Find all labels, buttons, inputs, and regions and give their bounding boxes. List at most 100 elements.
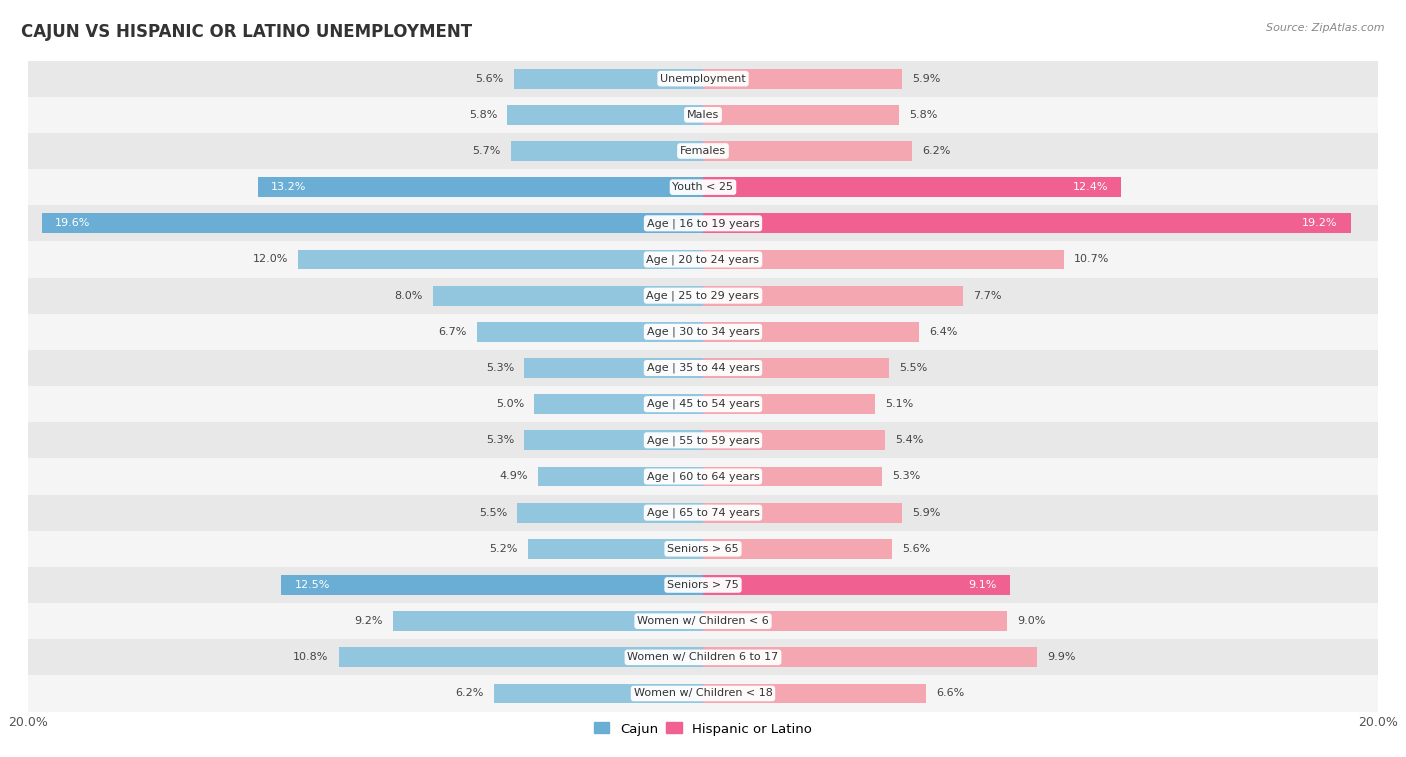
Bar [515, 69, 703, 89]
Text: 6.4%: 6.4% [929, 327, 957, 337]
Bar [28, 133, 1378, 169]
Bar [28, 567, 1378, 603]
Bar [703, 431, 886, 450]
Bar [524, 431, 703, 450]
Bar [28, 603, 1378, 639]
Bar [703, 250, 1064, 269]
Bar [703, 466, 882, 487]
Bar [703, 105, 898, 125]
Bar [28, 386, 1378, 422]
Bar [703, 285, 963, 306]
Text: 5.9%: 5.9% [912, 73, 941, 83]
Text: 9.9%: 9.9% [1047, 653, 1076, 662]
Text: 9.2%: 9.2% [354, 616, 382, 626]
Text: 5.5%: 5.5% [898, 363, 927, 373]
Text: 12.5%: 12.5% [295, 580, 330, 590]
Text: 5.3%: 5.3% [486, 363, 515, 373]
Bar [28, 61, 1378, 97]
Bar [703, 647, 1038, 667]
Bar [534, 394, 703, 414]
Bar [703, 539, 891, 559]
Bar [392, 611, 703, 631]
Text: 5.7%: 5.7% [472, 146, 501, 156]
Text: 5.1%: 5.1% [886, 399, 914, 409]
Text: 5.5%: 5.5% [479, 508, 508, 518]
Text: 5.8%: 5.8% [468, 110, 498, 120]
Text: Seniors > 75: Seniors > 75 [666, 580, 740, 590]
Bar [28, 639, 1378, 675]
Text: Age | 35 to 44 years: Age | 35 to 44 years [647, 363, 759, 373]
Bar [703, 394, 875, 414]
Bar [703, 503, 903, 522]
Text: 8.0%: 8.0% [395, 291, 423, 301]
Text: 9.0%: 9.0% [1017, 616, 1045, 626]
Bar [28, 459, 1378, 494]
Bar [42, 213, 703, 233]
Bar [28, 494, 1378, 531]
Text: 6.7%: 6.7% [439, 327, 467, 337]
Bar [703, 141, 912, 161]
Text: Age | 65 to 74 years: Age | 65 to 74 years [647, 507, 759, 518]
Text: 19.2%: 19.2% [1302, 218, 1337, 229]
Bar [527, 539, 703, 559]
Text: Age | 16 to 19 years: Age | 16 to 19 years [647, 218, 759, 229]
Bar [298, 250, 703, 269]
Bar [703, 611, 1007, 631]
Bar [28, 278, 1378, 313]
Text: Age | 55 to 59 years: Age | 55 to 59 years [647, 435, 759, 446]
Legend: Cajun, Hispanic or Latino: Cajun, Hispanic or Latino [588, 717, 818, 741]
Bar [28, 241, 1378, 278]
Bar [703, 575, 1010, 595]
Bar [28, 531, 1378, 567]
Bar [339, 647, 703, 667]
Text: Women w/ Children < 18: Women w/ Children < 18 [634, 689, 772, 699]
Bar [508, 105, 703, 125]
Text: 6.6%: 6.6% [936, 689, 965, 699]
Text: Age | 20 to 24 years: Age | 20 to 24 years [647, 254, 759, 265]
Text: Males: Males [688, 110, 718, 120]
Text: 5.6%: 5.6% [903, 544, 931, 554]
Text: Source: ZipAtlas.com: Source: ZipAtlas.com [1267, 23, 1385, 33]
Bar [477, 322, 703, 341]
Text: 5.6%: 5.6% [475, 73, 503, 83]
Bar [703, 358, 889, 378]
Text: 12.0%: 12.0% [253, 254, 288, 264]
Text: 5.9%: 5.9% [912, 508, 941, 518]
Bar [703, 213, 1351, 233]
Text: Women w/ Children < 6: Women w/ Children < 6 [637, 616, 769, 626]
Bar [281, 575, 703, 595]
Bar [703, 177, 1122, 197]
Bar [257, 177, 703, 197]
Text: 5.3%: 5.3% [891, 472, 920, 481]
Text: 4.9%: 4.9% [499, 472, 527, 481]
Text: Age | 25 to 29 years: Age | 25 to 29 years [647, 291, 759, 301]
Text: Age | 45 to 54 years: Age | 45 to 54 years [647, 399, 759, 410]
Text: Seniors > 65: Seniors > 65 [668, 544, 738, 554]
Bar [703, 69, 903, 89]
Bar [28, 169, 1378, 205]
Text: 10.7%: 10.7% [1074, 254, 1109, 264]
Text: Age | 60 to 64 years: Age | 60 to 64 years [647, 472, 759, 481]
Text: Females: Females [681, 146, 725, 156]
Bar [433, 285, 703, 306]
Text: 5.3%: 5.3% [486, 435, 515, 445]
Text: CAJUN VS HISPANIC OR LATINO UNEMPLOYMENT: CAJUN VS HISPANIC OR LATINO UNEMPLOYMENT [21, 23, 472, 41]
Bar [28, 313, 1378, 350]
Bar [703, 684, 925, 703]
Text: 13.2%: 13.2% [271, 182, 307, 192]
Text: 7.7%: 7.7% [973, 291, 1001, 301]
Text: 19.6%: 19.6% [55, 218, 90, 229]
Bar [494, 684, 703, 703]
Bar [28, 350, 1378, 386]
Text: 9.1%: 9.1% [969, 580, 997, 590]
Text: 5.8%: 5.8% [908, 110, 938, 120]
Text: Age | 30 to 34 years: Age | 30 to 34 years [647, 326, 759, 337]
Bar [524, 358, 703, 378]
Text: Youth < 25: Youth < 25 [672, 182, 734, 192]
Text: Women w/ Children 6 to 17: Women w/ Children 6 to 17 [627, 653, 779, 662]
Text: 5.4%: 5.4% [896, 435, 924, 445]
Text: 6.2%: 6.2% [922, 146, 950, 156]
Text: 12.4%: 12.4% [1073, 182, 1108, 192]
Bar [703, 322, 920, 341]
Bar [28, 205, 1378, 241]
